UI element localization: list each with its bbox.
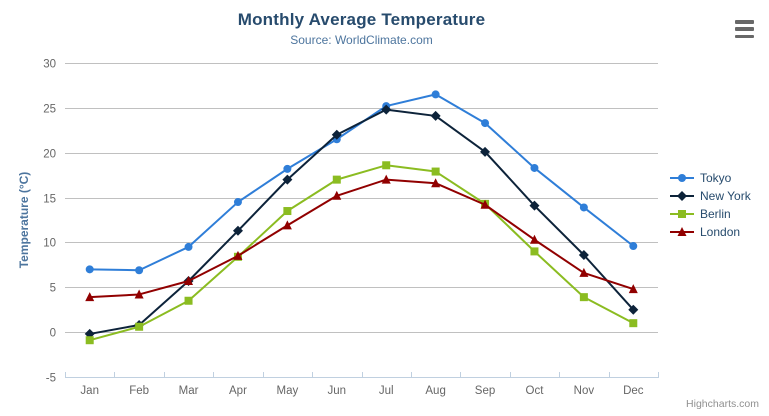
point-tokyo-oct[interactable] xyxy=(530,163,539,172)
legend-item-tokyo[interactable]: Tokyo xyxy=(669,171,751,185)
credits-link[interactable]: Highcharts.com xyxy=(686,398,759,410)
point-berlin-dec[interactable] xyxy=(629,319,638,328)
point-london-jul[interactable] xyxy=(381,174,391,184)
chart-subtitle: Source: WorldClimate.com xyxy=(290,33,433,47)
point-london-nov[interactable] xyxy=(579,267,589,277)
point-london-mar[interactable] xyxy=(184,276,194,286)
x-axis-label: Jan xyxy=(80,385,99,397)
y-axis-label: 5 xyxy=(50,283,56,295)
series-line-berlin xyxy=(88,164,635,342)
legend-label: London xyxy=(700,225,741,239)
point-new-york-aug[interactable] xyxy=(430,110,441,121)
y-axis-label: 25 xyxy=(43,104,56,116)
x-axis-label: Jul xyxy=(379,385,394,397)
point-new-york-jul[interactable] xyxy=(381,104,392,115)
point-berlin-jan[interactable] xyxy=(85,336,94,345)
chart-title: Monthly Average Temperature xyxy=(237,10,486,29)
point-berlin-mar[interactable] xyxy=(184,296,193,305)
x-axis-label: Dec xyxy=(623,385,644,397)
point-berlin-may[interactable] xyxy=(283,207,292,216)
series-line-london xyxy=(88,178,635,299)
point-london-feb[interactable] xyxy=(134,289,144,299)
square-marker-icon xyxy=(670,210,694,218)
legend-item-london[interactable]: London xyxy=(669,225,751,239)
point-new-york-may[interactable] xyxy=(282,174,293,185)
legend: Tokyo New York Berlin London xyxy=(669,171,751,239)
point-london-sep[interactable] xyxy=(480,199,490,209)
diamond-marker-icon xyxy=(670,191,694,201)
x-axis-label: Jun xyxy=(328,385,347,397)
y-axis-label: -5 xyxy=(46,373,56,385)
x-axis-label: Sep xyxy=(475,385,495,397)
point-berlin-feb[interactable] xyxy=(135,322,144,331)
point-berlin-oct[interactable] xyxy=(530,247,539,256)
y-axis-label: 20 xyxy=(43,149,56,161)
series-line-new-york xyxy=(88,108,635,335)
legend-item-new-york[interactable]: New York xyxy=(669,189,751,203)
export-menu-button[interactable] xyxy=(735,20,757,38)
point-new-york-nov[interactable] xyxy=(578,249,589,260)
point-berlin-nov[interactable] xyxy=(579,293,588,302)
point-tokyo-dec[interactable] xyxy=(629,242,638,251)
point-tokyo-aug[interactable] xyxy=(431,90,440,99)
hamburger-icon xyxy=(735,20,754,24)
point-berlin-jul[interactable] xyxy=(382,161,391,170)
point-london-may[interactable] xyxy=(282,220,292,230)
point-new-york-apr[interactable] xyxy=(232,225,243,236)
point-london-jan[interactable] xyxy=(85,292,95,302)
legend-item-berlin[interactable]: Berlin xyxy=(669,207,751,221)
legend-label: New York xyxy=(700,189,751,203)
y-axis-label: 0 xyxy=(50,328,56,340)
x-axis-label: May xyxy=(277,385,299,397)
point-london-dec[interactable] xyxy=(628,284,638,294)
point-tokyo-sep[interactable] xyxy=(481,119,490,128)
point-tokyo-nov[interactable] xyxy=(579,203,588,212)
point-tokyo-apr[interactable] xyxy=(233,198,242,207)
y-axis-title: Temperature (°C) xyxy=(17,171,31,269)
point-london-jun[interactable] xyxy=(332,190,342,200)
point-london-aug[interactable] xyxy=(431,178,441,188)
legend-label: Tokyo xyxy=(700,171,732,185)
point-new-york-jun[interactable] xyxy=(331,129,342,140)
triangle-marker-icon xyxy=(670,227,694,236)
y-axis-label: 30 xyxy=(43,59,56,71)
point-london-apr[interactable] xyxy=(233,250,243,260)
point-berlin-aug[interactable] xyxy=(431,167,440,176)
x-axis-label: Oct xyxy=(526,385,545,397)
point-tokyo-feb[interactable] xyxy=(135,266,144,275)
point-new-york-sep[interactable] xyxy=(480,146,491,157)
x-axis-label: Apr xyxy=(229,385,247,397)
series-line-tokyo xyxy=(88,93,635,272)
x-axis-label: Aug xyxy=(425,385,445,397)
x-axis-label: Feb xyxy=(129,385,149,397)
legend-label: Berlin xyxy=(700,207,731,221)
point-tokyo-may[interactable] xyxy=(283,164,292,173)
point-london-oct[interactable] xyxy=(529,234,539,244)
y-axis-label: 15 xyxy=(43,194,56,206)
y-axis-label: 10 xyxy=(43,238,56,250)
point-new-york-oct[interactable] xyxy=(529,200,540,211)
x-axis-label: Mar xyxy=(179,385,199,397)
point-tokyo-mar[interactable] xyxy=(184,242,193,251)
circle-marker-icon xyxy=(670,174,694,182)
point-tokyo-jan[interactable] xyxy=(85,265,94,274)
x-axis-label: Nov xyxy=(574,385,595,397)
point-berlin-jun[interactable] xyxy=(332,175,341,184)
point-new-york-dec[interactable] xyxy=(628,304,639,315)
